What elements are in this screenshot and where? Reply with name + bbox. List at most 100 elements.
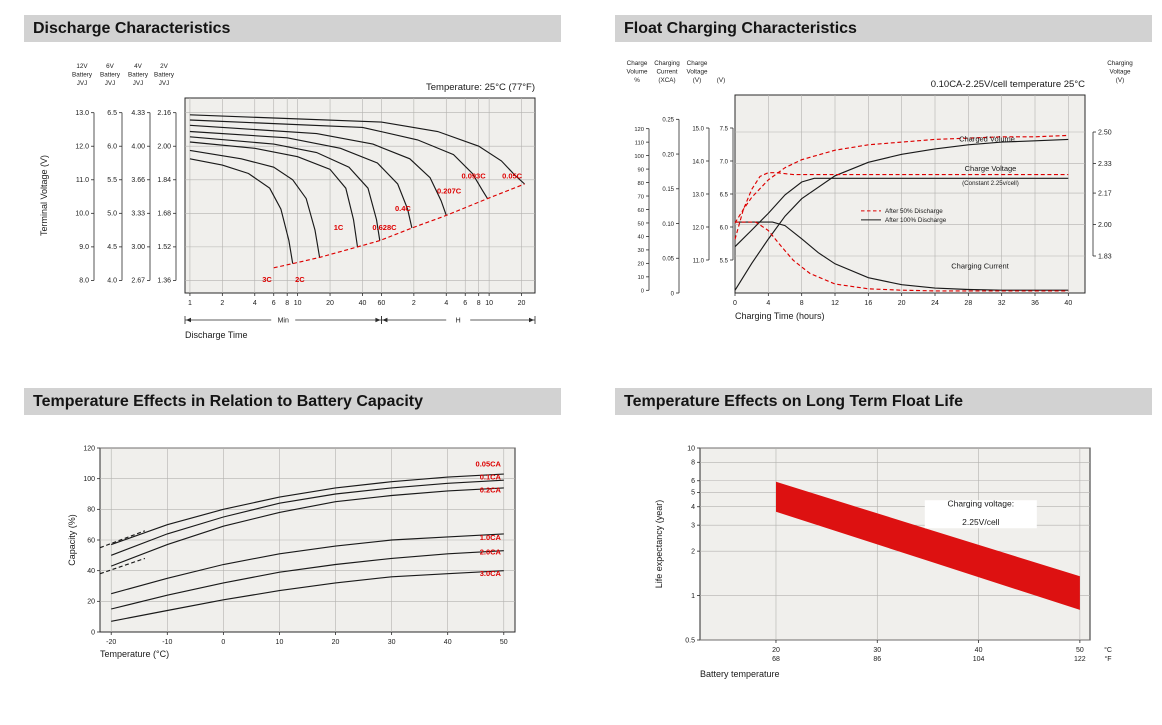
svg-text:-20: -20: [106, 639, 116, 646]
svg-text:Current: Current: [657, 69, 678, 76]
svg-text:5.5: 5.5: [720, 258, 729, 264]
svg-text:Charging: Charging: [654, 60, 680, 67]
svg-text:°F: °F: [1104, 655, 1111, 663]
svg-text:50: 50: [638, 221, 644, 227]
svg-text:20: 20: [898, 300, 906, 307]
svg-text:2C: 2C: [295, 275, 305, 284]
svg-text:80: 80: [638, 181, 644, 187]
svg-text:20: 20: [772, 647, 780, 654]
svg-text:Min: Min: [278, 318, 289, 325]
svg-text:12V: 12V: [76, 63, 88, 70]
svg-text:2: 2: [220, 300, 224, 307]
svg-text:0: 0: [221, 639, 225, 646]
svg-text:Battery: Battery: [128, 72, 149, 79]
svg-text:%: %: [634, 77, 640, 84]
svg-text:0.25: 0.25: [662, 118, 674, 124]
svg-text:2.25V/cell: 2.25V/cell: [962, 517, 999, 527]
svg-text:4.0: 4.0: [107, 278, 117, 285]
svg-text:40: 40: [638, 235, 644, 241]
svg-text:10: 10: [276, 639, 284, 646]
svg-text:5: 5: [691, 490, 695, 497]
svg-text:2.33: 2.33: [1098, 161, 1112, 168]
svg-text:0.628C: 0.628C: [372, 223, 397, 232]
svg-text:36: 36: [1031, 300, 1039, 307]
svg-text:4V: 4V: [134, 63, 143, 70]
annotations: Charging voltage: 2.25V/cell: [924, 499, 1037, 529]
svg-text:0.15: 0.15: [662, 187, 674, 193]
svg-text:2.16: 2.16: [157, 110, 171, 117]
series: [99, 473, 504, 622]
svg-text:1.84: 1.84: [157, 177, 171, 184]
svg-text:2: 2: [412, 300, 416, 307]
svg-text:40: 40: [975, 647, 983, 654]
svg-text:6: 6: [272, 300, 276, 307]
svg-text:Battery: Battery: [72, 72, 93, 79]
svg-text:0.207C: 0.207C: [437, 186, 462, 195]
svg-text:H: H: [456, 318, 461, 325]
svg-text:°C: °C: [1104, 646, 1112, 654]
svg-text:110: 110: [635, 140, 644, 146]
svg-text:3.00: 3.00: [131, 244, 145, 251]
svg-text:1C: 1C: [334, 223, 344, 232]
svg-text:10: 10: [687, 445, 695, 452]
svg-text:20: 20: [638, 262, 644, 268]
svg-text:4: 4: [691, 504, 695, 511]
svg-text:80: 80: [87, 507, 95, 514]
plot-area: [184, 97, 536, 294]
chart-temperature-effects-float-life: 206830864010450122°C°F1086543210.5Batter…: [654, 445, 1112, 679]
svg-text:Temperature: 25°C (77°F): Temperature: 25°C (77°F): [426, 82, 535, 93]
svg-text:100: 100: [83, 476, 95, 483]
svg-text:0.093C: 0.093C: [461, 172, 486, 181]
svg-text:8: 8: [285, 300, 289, 307]
svg-text:86: 86: [873, 656, 881, 663]
axes: 1 2 4 6 8 10 20 40 60 2 4 6 8 10 20 13.0 12.0 11.0 10.0 9.0…: [39, 63, 536, 340]
svg-text:0: 0: [641, 289, 644, 295]
svg-text:After 50% Discharge: After 50% Discharge: [885, 208, 943, 215]
series: [734, 134, 1069, 292]
svg-text:120: 120: [634, 127, 644, 133]
svg-text:Charge: Charge: [687, 60, 708, 67]
svg-text:Voltage: Voltage: [1109, 69, 1131, 76]
svg-text:11.0: 11.0: [693, 258, 705, 264]
svg-text:0: 0: [671, 291, 675, 297]
svg-text:70: 70: [638, 194, 644, 200]
axes: 0 4 8 12 16 20 24 28 32 36 40120110100908070605040…: [626, 60, 1133, 321]
svg-text:0.4C: 0.4C: [395, 204, 411, 213]
svg-text:5.0: 5.0: [107, 211, 117, 218]
svg-text:4: 4: [253, 300, 257, 307]
svg-text:2.17: 2.17: [1098, 190, 1112, 197]
svg-text:13.0: 13.0: [75, 110, 89, 117]
svg-text:4.5: 4.5: [107, 244, 117, 251]
svg-text:40: 40: [444, 639, 452, 646]
svg-text:16: 16: [864, 300, 872, 307]
svg-text:0.2CA: 0.2CA: [480, 485, 502, 494]
svg-text:2: 2: [691, 548, 695, 555]
svg-text:Charge Voltage: Charge Voltage: [965, 164, 1017, 173]
svg-text:40: 40: [359, 300, 367, 307]
svg-text:Charge: Charge: [627, 60, 648, 67]
svg-text:0.05CA: 0.05CA: [476, 459, 502, 468]
svg-text:20: 20: [518, 300, 526, 307]
gridlines: [735, 95, 1085, 293]
svg-text:50: 50: [1076, 647, 1084, 654]
gridlines: [700, 447, 1090, 641]
svg-text:0.05C: 0.05C: [502, 172, 523, 181]
svg-text:12: 12: [831, 300, 839, 307]
svg-text:0.1CA: 0.1CA: [480, 472, 502, 481]
svg-text:6: 6: [691, 478, 695, 485]
svg-text:2V: 2V: [160, 63, 169, 70]
gridlines: [100, 447, 515, 632]
svg-text:120: 120: [83, 445, 95, 452]
svg-text:0: 0: [91, 629, 95, 636]
svg-text:2.00: 2.00: [1098, 222, 1112, 229]
svg-text:30: 30: [873, 647, 881, 654]
svg-text:11.0: 11.0: [76, 177, 89, 184]
svg-text:Charged Volume: Charged Volume: [959, 135, 1015, 144]
svg-text:15.0: 15.0: [692, 126, 704, 132]
svg-text:3.33: 3.33: [131, 211, 145, 218]
svg-text:Temperature (°C): Temperature (°C): [100, 649, 169, 659]
svg-text:6.0: 6.0: [107, 144, 117, 151]
svg-text:4.33: 4.33: [131, 110, 145, 117]
svg-text:32: 32: [998, 300, 1006, 307]
